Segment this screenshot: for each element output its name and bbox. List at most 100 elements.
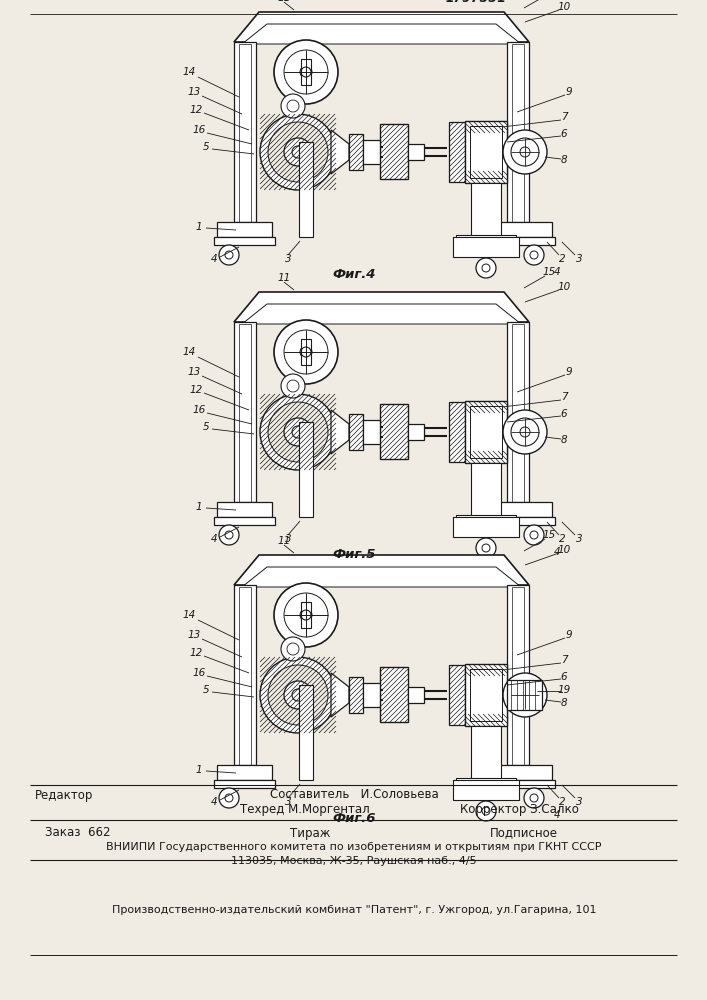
Circle shape [281, 94, 305, 118]
Circle shape [274, 583, 338, 647]
Circle shape [268, 665, 328, 725]
Bar [239, 44, 251, 222]
Text: 2: 2 [559, 254, 566, 264]
Text: 8: 8 [561, 698, 567, 708]
Bar [494, 780, 555, 788]
Text: 7: 7 [561, 112, 567, 122]
Text: 11: 11 [277, 0, 291, 3]
Text: 9: 9 [566, 630, 572, 640]
Circle shape [524, 788, 544, 808]
Bar [408, 424, 424, 440]
Text: 10: 10 [557, 545, 571, 555]
Text: 5: 5 [203, 685, 209, 695]
Text: Составитель   И.Соловьева: Составитель И.Соловьева [269, 788, 438, 802]
Text: 11: 11 [277, 536, 291, 546]
Bar [470, 669, 502, 721]
Text: Техред М.Моргентал: Техред М.Моргентал [240, 802, 370, 816]
Circle shape [268, 122, 328, 182]
Bar [301, 602, 311, 628]
Text: Фиг.6: Фиг.6 [332, 812, 375, 824]
Circle shape [476, 538, 496, 558]
Text: Тираж: Тираж [290, 826, 330, 840]
Bar [299, 685, 313, 780]
Bar [497, 765, 552, 780]
Text: 9: 9 [566, 87, 572, 97]
Bar [363, 683, 383, 707]
Bar [456, 235, 516, 244]
Text: Заказ  662: Заказ 662 [45, 826, 110, 840]
Text: 10: 10 [557, 282, 571, 292]
Text: 19: 19 [557, 685, 571, 695]
Polygon shape [234, 292, 529, 322]
Bar [260, 394, 336, 470]
Circle shape [524, 525, 544, 545]
Bar [465, 451, 507, 463]
Bar [349, 414, 363, 450]
Text: 3: 3 [285, 254, 291, 264]
Text: 3: 3 [575, 797, 583, 807]
Bar [497, 502, 552, 517]
Bar [507, 42, 529, 222]
Circle shape [260, 394, 336, 470]
Circle shape [284, 418, 312, 446]
Bar [453, 517, 519, 537]
Text: 1797551: 1797551 [445, 0, 506, 4]
Text: 4: 4 [554, 547, 561, 557]
Bar [380, 124, 408, 179]
Bar [217, 502, 272, 517]
Text: 4: 4 [554, 267, 561, 277]
Bar [465, 171, 507, 183]
Bar [363, 140, 383, 164]
Circle shape [284, 138, 312, 166]
Bar [449, 122, 465, 182]
Bar [470, 126, 502, 178]
Circle shape [503, 130, 547, 174]
Bar [380, 404, 408, 459]
Bar [456, 515, 516, 524]
Text: Производственно-издательский комбинат "Патент", г. Ужгород, ул.Гагарина, 101: Производственно-издательский комбинат "П… [112, 905, 596, 915]
Polygon shape [242, 567, 521, 587]
Bar [507, 680, 542, 710]
Bar [507, 585, 529, 765]
Bar [299, 142, 313, 237]
Text: 4: 4 [211, 254, 217, 264]
Bar [408, 144, 424, 160]
Polygon shape [331, 410, 349, 454]
Text: 8: 8 [561, 155, 567, 165]
Bar [214, 780, 275, 788]
Text: 4: 4 [554, 810, 561, 820]
Text: Фиг.5: Фиг.5 [332, 548, 375, 562]
Bar [512, 587, 524, 765]
Bar [234, 42, 256, 222]
Bar [465, 401, 507, 413]
Circle shape [284, 681, 312, 709]
Circle shape [274, 320, 338, 384]
Text: 3: 3 [285, 534, 291, 544]
Polygon shape [331, 673, 349, 717]
Text: 2: 2 [559, 797, 566, 807]
Text: 5: 5 [203, 142, 209, 152]
Text: 8: 8 [561, 435, 567, 445]
Bar [408, 687, 424, 703]
Bar [456, 778, 516, 787]
Text: 15: 15 [542, 530, 556, 540]
Text: 12: 12 [189, 105, 203, 115]
Polygon shape [331, 130, 349, 174]
Bar [465, 664, 507, 676]
Text: 16: 16 [192, 668, 206, 678]
Text: Подписное: Подписное [490, 826, 558, 840]
Bar [301, 59, 311, 85]
Bar [239, 324, 251, 502]
Text: 13: 13 [187, 87, 201, 97]
Text: 3: 3 [575, 534, 583, 544]
Text: 4: 4 [211, 534, 217, 544]
Text: 7: 7 [561, 655, 567, 665]
Bar [471, 463, 501, 517]
Text: 10: 10 [557, 2, 571, 12]
Circle shape [281, 374, 305, 398]
Text: 3: 3 [285, 797, 291, 807]
Polygon shape [234, 12, 529, 42]
Text: 4: 4 [211, 797, 217, 807]
Bar [363, 420, 383, 444]
Bar [465, 121, 507, 183]
